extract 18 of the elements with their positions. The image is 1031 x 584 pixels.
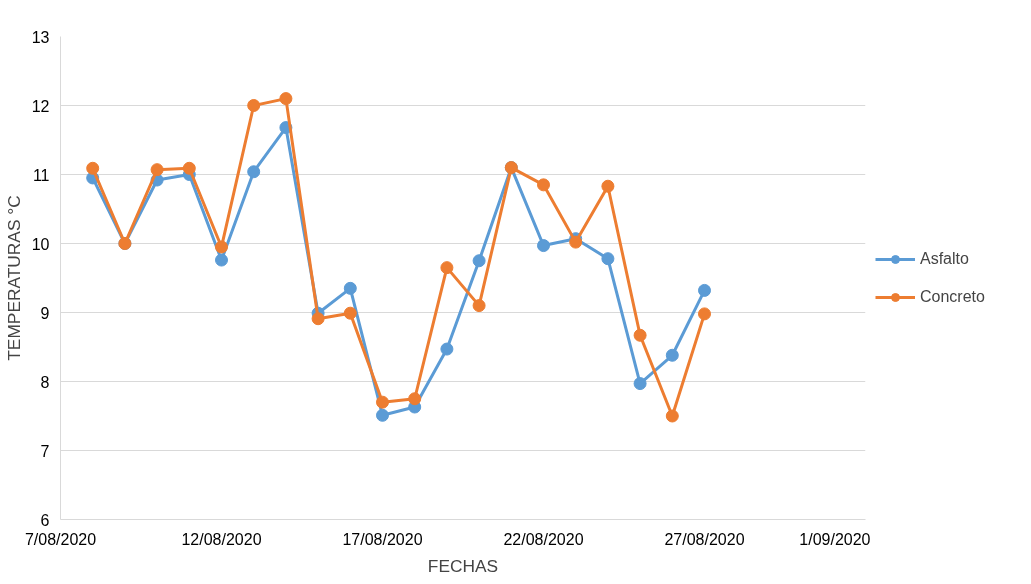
x-tick-label: 12/08/2020 (181, 530, 262, 548)
legend-label: Concreto (920, 287, 985, 306)
y-axis-title: TEMPERATURAS °C (3, 195, 24, 361)
y-tick-label: 10 (31, 235, 50, 253)
legend-label: Asfalto (920, 249, 969, 268)
x-tick-label: 17/08/2020 (342, 530, 423, 548)
x-tick-label: 22/08/2020 (503, 530, 584, 548)
x-axis-title: FECHAS (427, 555, 499, 576)
y-tick-label: 8 (40, 373, 50, 391)
y-tick-label: 7 (40, 442, 50, 460)
y-tick-label: 11 (32, 166, 50, 184)
y-tick-label: 13 (31, 28, 50, 46)
x-tick-label: 7/08/2020 (24, 530, 97, 548)
x-tick-label: 1/09/2020 (799, 530, 871, 548)
x-tick-label: 27/08/2020 (664, 530, 745, 548)
y-tick-label: 6 (40, 511, 50, 529)
y-tick-label: 12 (31, 97, 50, 115)
y-tick-label: 9 (40, 304, 50, 322)
